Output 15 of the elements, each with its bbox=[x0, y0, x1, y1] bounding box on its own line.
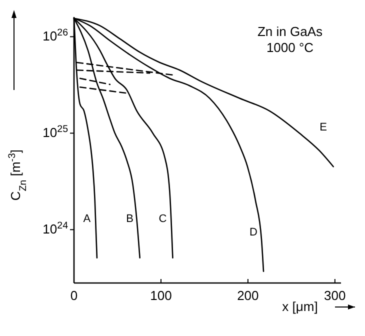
text: 1000 °C bbox=[266, 40, 314, 55]
x-tick-label: 0 bbox=[70, 288, 78, 303]
text: Zn in GaAs bbox=[257, 24, 324, 39]
y-tick-label: 10$^{26}$ bbox=[42, 27, 68, 44]
y-tick-label: 10$^{24}$ bbox=[42, 220, 69, 237]
x-tick-label: 200 bbox=[237, 288, 259, 303]
series-label: D bbox=[250, 226, 258, 238]
series-label: A bbox=[83, 212, 92, 225]
x-tick-label: 100 bbox=[150, 288, 172, 303]
x-tick-label: 300 bbox=[324, 288, 346, 303]
series-label: C bbox=[158, 212, 167, 225]
series-label: B bbox=[126, 212, 134, 225]
y-tick-label: 10$^{25}$ bbox=[42, 124, 69, 140]
series-label: E bbox=[320, 122, 328, 134]
x-axis-title: x [μm] bbox=[282, 299, 318, 314]
